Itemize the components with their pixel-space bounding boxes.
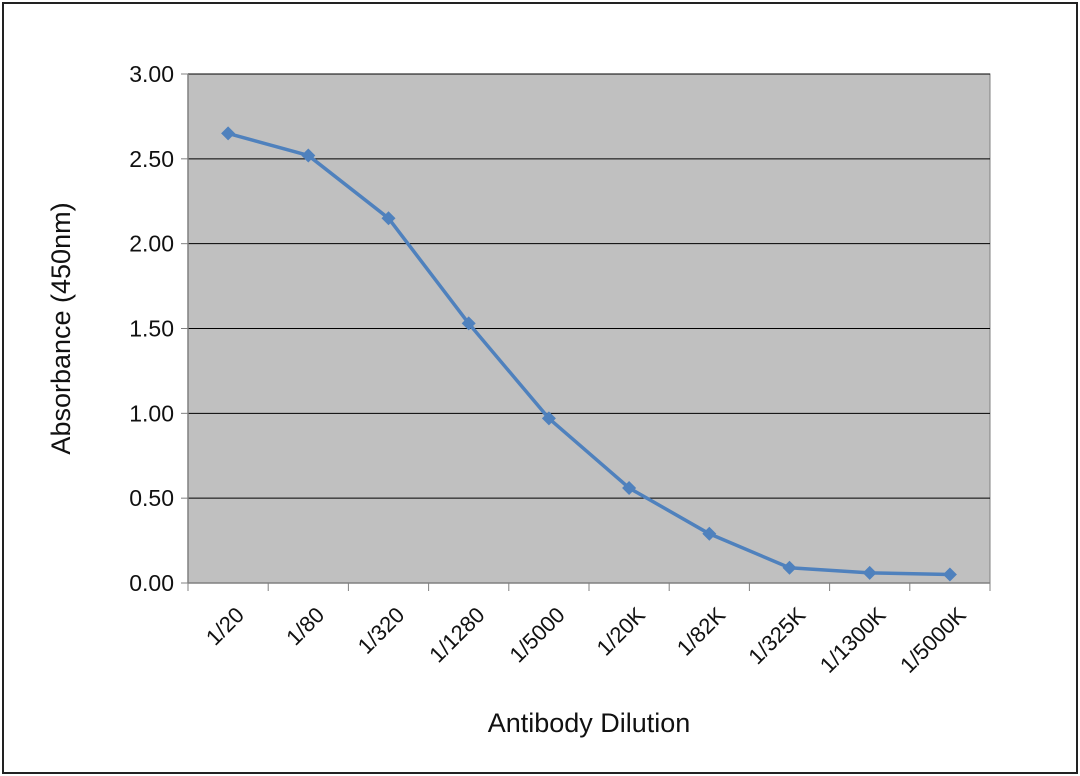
y-tick-label: 1.50: [129, 316, 174, 342]
y-tick-label: 0.00: [129, 570, 174, 596]
x-tick-label: 1/5000: [504, 602, 569, 667]
x-tick-label: 1/1300K: [815, 602, 891, 678]
x-tick-label: 1/1280: [424, 602, 489, 667]
data-point: [782, 560, 797, 575]
x-tick-label: 1/20: [201, 602, 249, 650]
data-point: [622, 480, 637, 495]
series-line: [227, 131, 950, 577]
series-group: [221, 126, 957, 582]
grid-lines: [188, 73, 990, 499]
data-point: [381, 211, 396, 226]
x-tick-label: 1/82K: [672, 602, 731, 661]
x-tick-label: 1/20K: [592, 602, 651, 661]
data-point: [541, 411, 556, 426]
x-tick-label: 1/80: [281, 602, 329, 650]
y-tick-label: 2.50: [129, 146, 174, 172]
y-axis-ticks: 0.00 0.50 1.00 1.50 2.00 2.50 3.00: [129, 61, 188, 596]
y-tick-label: 2.00: [129, 231, 174, 257]
x-axis-title: Antibody Dilution: [488, 708, 691, 738]
data-point: [942, 567, 957, 582]
y-tick-label: 3.00: [129, 61, 174, 87]
x-tick-label: 1/320: [353, 602, 410, 659]
y-tick-label: 0.50: [129, 485, 174, 511]
data-point: [702, 526, 717, 541]
data-point: [221, 126, 236, 141]
y-tick-label: 1.00: [129, 400, 174, 426]
x-tick-label: 1/325K: [743, 602, 810, 669]
data-point: [862, 565, 877, 580]
data-point: [461, 316, 476, 331]
data-point: [301, 148, 316, 163]
x-tick-label: 1/5000K: [895, 602, 971, 678]
y-axis-title: Absorbance (450nm): [46, 202, 76, 454]
x-axis-ticks: 1/20 1/80 1/320 1/1280 1/5000 1/20K 1/82K 1/325…: [187, 583, 991, 678]
